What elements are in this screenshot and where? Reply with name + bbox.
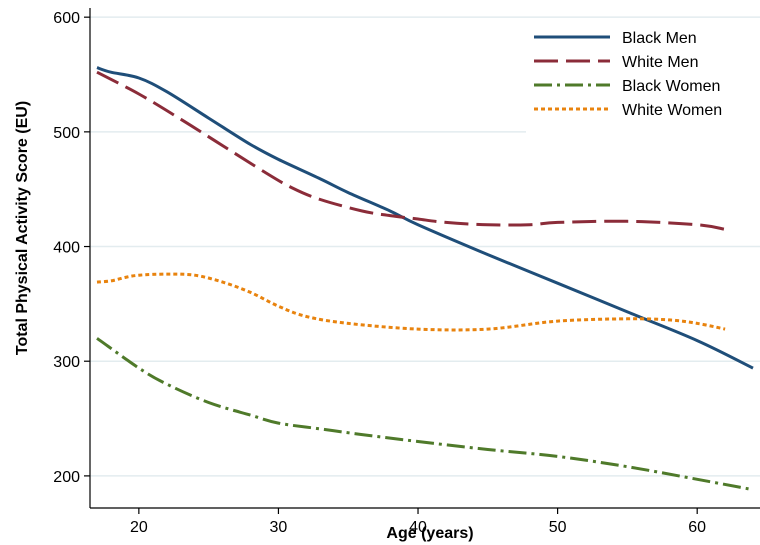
series-line-white-men — [96, 70, 726, 231]
y-tick-label: 200 — [53, 469, 80, 486]
legend-label-white-men: White Men — [622, 54, 698, 71]
y-tick-label: 300 — [53, 354, 80, 371]
x-tick-label: 30 — [270, 519, 288, 536]
series-line-white-women — [96, 272, 726, 332]
x-axis-title: Age (years) — [386, 525, 473, 542]
x-axis-ticks: 20 30 40 50 60 — [130, 508, 706, 536]
axes — [89, 8, 760, 509]
x-tick-label: 50 — [549, 519, 567, 536]
x-tick-label: 60 — [688, 519, 706, 536]
y-tick-label: 500 — [53, 125, 80, 142]
y-tick-label: 600 — [53, 10, 80, 27]
series-line-black-men — [96, 66, 754, 370]
series-line-black-women — [96, 337, 754, 492]
x-tick-label: 40 — [409, 519, 427, 536]
legend-label-black-men: Black Men — [622, 30, 697, 47]
y-axis-ticks: 200 300 400 500 600 — [53, 10, 90, 486]
x-tick-label: 20 — [130, 519, 148, 536]
legend: Black Men White Men Black Women White Women — [526, 20, 760, 138]
legend-label-white-women: White Women — [622, 102, 722, 119]
y-axis-title: Total Physical Activity Score (EU) — [14, 101, 31, 355]
series-lines — [96, 66, 754, 492]
legend-label-black-women: Black Women — [622, 78, 720, 95]
legend-background — [526, 20, 760, 138]
y-tick-label: 400 — [53, 240, 80, 257]
